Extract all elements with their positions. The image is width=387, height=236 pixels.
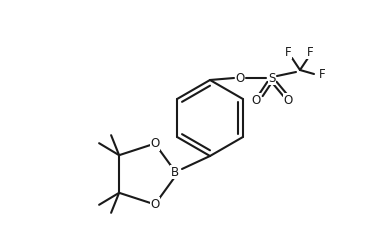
Text: F: F (285, 46, 291, 59)
Text: B: B (171, 165, 179, 178)
Text: O: O (283, 93, 293, 106)
Text: F: F (319, 67, 325, 80)
Text: O: O (150, 137, 159, 150)
Text: O: O (252, 93, 260, 106)
Text: O: O (150, 198, 159, 211)
Text: F: F (307, 46, 313, 59)
Text: O: O (235, 72, 245, 84)
Text: S: S (268, 72, 276, 84)
